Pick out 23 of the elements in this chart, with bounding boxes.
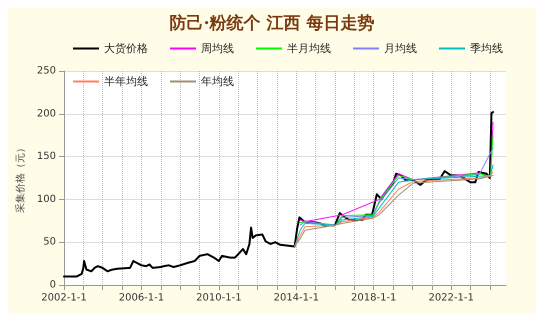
legend-label: 月均线	[384, 42, 417, 55]
line-series	[300, 122, 494, 222]
legend-label: 年均线	[201, 75, 234, 88]
x-tick-label: 2010-1-1	[196, 292, 242, 304]
x-tick-label: 2018-1-1	[351, 292, 396, 304]
x-tick-label: 2006-1-1	[118, 292, 164, 304]
legend-label: 周均线	[201, 42, 234, 55]
x-tick-label: 2014-1-1	[274, 292, 319, 304]
y-tick-label: 200	[36, 108, 56, 120]
y-tick-label: 0	[50, 280, 56, 290]
x-tick-label: 2002-1-1	[41, 292, 87, 304]
legend-label: 大货价格	[104, 42, 148, 55]
legend-label: 半月均线	[287, 42, 331, 55]
chart-title: 防己·粉统个 江西 每日走势	[170, 14, 374, 34]
y-axis-title: 采集价格（元）	[14, 143, 26, 213]
y-tick-label: 100	[36, 194, 56, 205]
x-tick-label: 2022-1-1	[428, 292, 474, 304]
y-tick-label: 50	[43, 236, 56, 248]
y-tick-label: 250	[36, 66, 56, 76]
legend-label: 季均线	[470, 42, 503, 55]
line-series	[62, 111, 494, 278]
legend-label: 半年均线	[104, 75, 148, 88]
y-tick-label: 150	[36, 151, 56, 162]
